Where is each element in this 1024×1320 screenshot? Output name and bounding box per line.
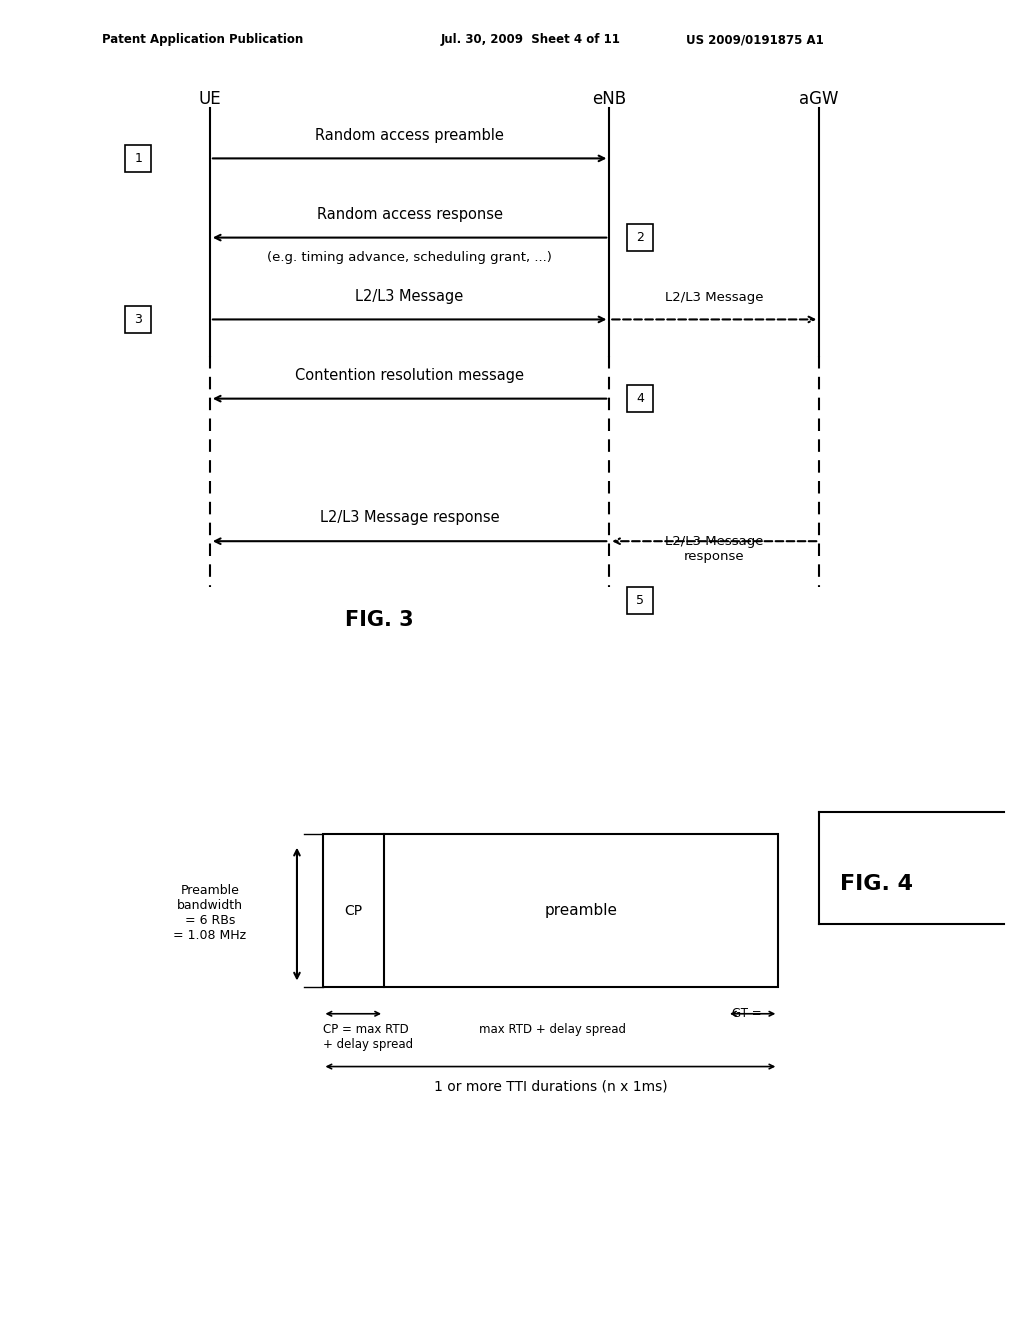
Bar [627,587,653,614]
Text: Random access preamble: Random access preamble [315,128,504,143]
Text: Random access response: Random access response [316,207,503,222]
Text: CP = max RTD
+ delay spread: CP = max RTD + delay spread [323,1023,413,1051]
Text: Patent Application Publication: Patent Application Publication [102,33,304,46]
Text: 4: 4 [636,392,644,405]
Bar [323,834,778,987]
Text: US 2009/0191875 A1: US 2009/0191875 A1 [686,33,824,46]
Text: FIG. 4: FIG. 4 [840,874,912,895]
Text: FIG. 3: FIG. 3 [344,610,414,631]
Text: preamble: preamble [545,903,617,919]
Text: 5: 5 [636,594,644,607]
Bar [627,385,653,412]
Text: Contention resolution message: Contention resolution message [295,368,524,383]
Text: CP: CP [344,904,362,917]
Text: 3: 3 [134,313,142,326]
Text: L2/L3 Message: L2/L3 Message [665,290,764,304]
Bar [627,224,653,251]
Text: 1 or more TTI durations (n x 1ms): 1 or more TTI durations (n x 1ms) [434,1080,668,1094]
Bar [323,834,778,987]
Text: UE: UE [199,90,221,108]
Text: (e.g. timing advance, scheduling grant, ...): (e.g. timing advance, scheduling grant, … [267,251,552,264]
Text: L2/L3 Message: L2/L3 Message [355,289,464,304]
Text: eNB: eNB [592,90,627,108]
Text: GT =: GT = [732,1007,762,1020]
Text: aGW: aGW [800,90,839,108]
Text: Jul. 30, 2009  Sheet 4 of 11: Jul. 30, 2009 Sheet 4 of 11 [440,33,621,46]
Text: L2/L3 Message
response: L2/L3 Message response [665,535,764,562]
Bar [126,145,152,172]
Text: Preamble
bandwidth
= 6 RBs
= 1.08 MHz: Preamble bandwidth = 6 RBs = 1.08 MHz [173,884,247,942]
Bar [126,306,152,333]
Text: max RTD + delay spread: max RTD + delay spread [479,1023,627,1036]
Text: L2/L3 Message response: L2/L3 Message response [319,511,500,525]
Text: 2: 2 [636,231,644,244]
Text: 1: 1 [134,152,142,165]
